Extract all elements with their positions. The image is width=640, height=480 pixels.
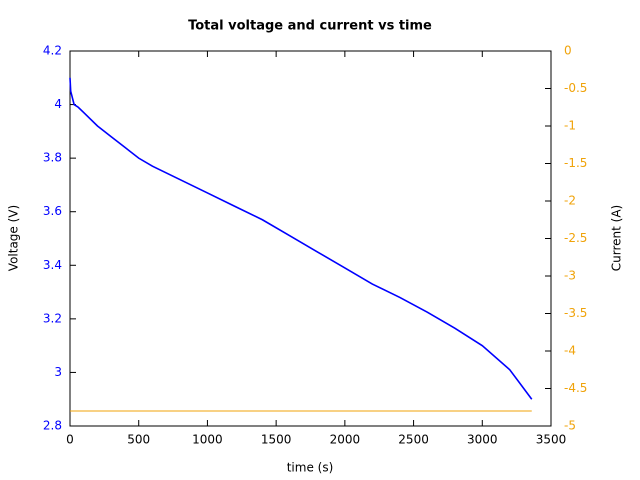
y2-tick-label: -4.5 xyxy=(564,381,587,395)
y-tick-label: 3.4 xyxy=(43,258,62,272)
y-tick-label: 4 xyxy=(54,97,62,111)
y2-tick-label: -0.5 xyxy=(564,81,587,95)
y-tick-label: 3.2 xyxy=(43,311,62,325)
y2-axis-label: Current (A) xyxy=(610,205,624,271)
x-tick-label: 3500 xyxy=(536,433,567,447)
x-tick-label: 1000 xyxy=(192,433,223,447)
y2-tick-label: -4 xyxy=(564,344,576,358)
y-tick-label: 3.8 xyxy=(43,151,62,165)
plot-frame xyxy=(69,50,552,427)
y2-tick-label: -3 xyxy=(564,269,576,283)
y2-tick-label: -1 xyxy=(564,119,576,133)
y2-tick-label: -2.5 xyxy=(564,231,587,245)
chart-title: Total voltage and current vs time xyxy=(188,19,432,34)
x-tick-label: 2000 xyxy=(330,433,361,447)
x-tick-label: 0 xyxy=(66,433,74,447)
x-tick-label: 1500 xyxy=(261,433,292,447)
y-tick-label: 3 xyxy=(54,365,62,379)
y2-tick-label: -5 xyxy=(564,419,576,433)
y2-tick-label: -1.5 xyxy=(564,156,587,170)
series-line xyxy=(69,77,533,400)
y-tick-label: 4.2 xyxy=(43,44,62,58)
y2-tick-label: -2 xyxy=(564,194,576,208)
x-tick-label: 2500 xyxy=(398,433,429,447)
x-tick-label: 3000 xyxy=(467,433,498,447)
y-tick-label: 2.8 xyxy=(43,419,62,433)
y-axis-label: Voltage (V) xyxy=(7,205,21,271)
y2-tick-label: 0 xyxy=(564,44,572,58)
y-tick-label: 3.6 xyxy=(43,204,62,218)
x-axis-label: time (s) xyxy=(287,461,334,475)
y2-tick-label: -3.5 xyxy=(564,306,587,320)
x-tick-label: 500 xyxy=(127,433,150,447)
